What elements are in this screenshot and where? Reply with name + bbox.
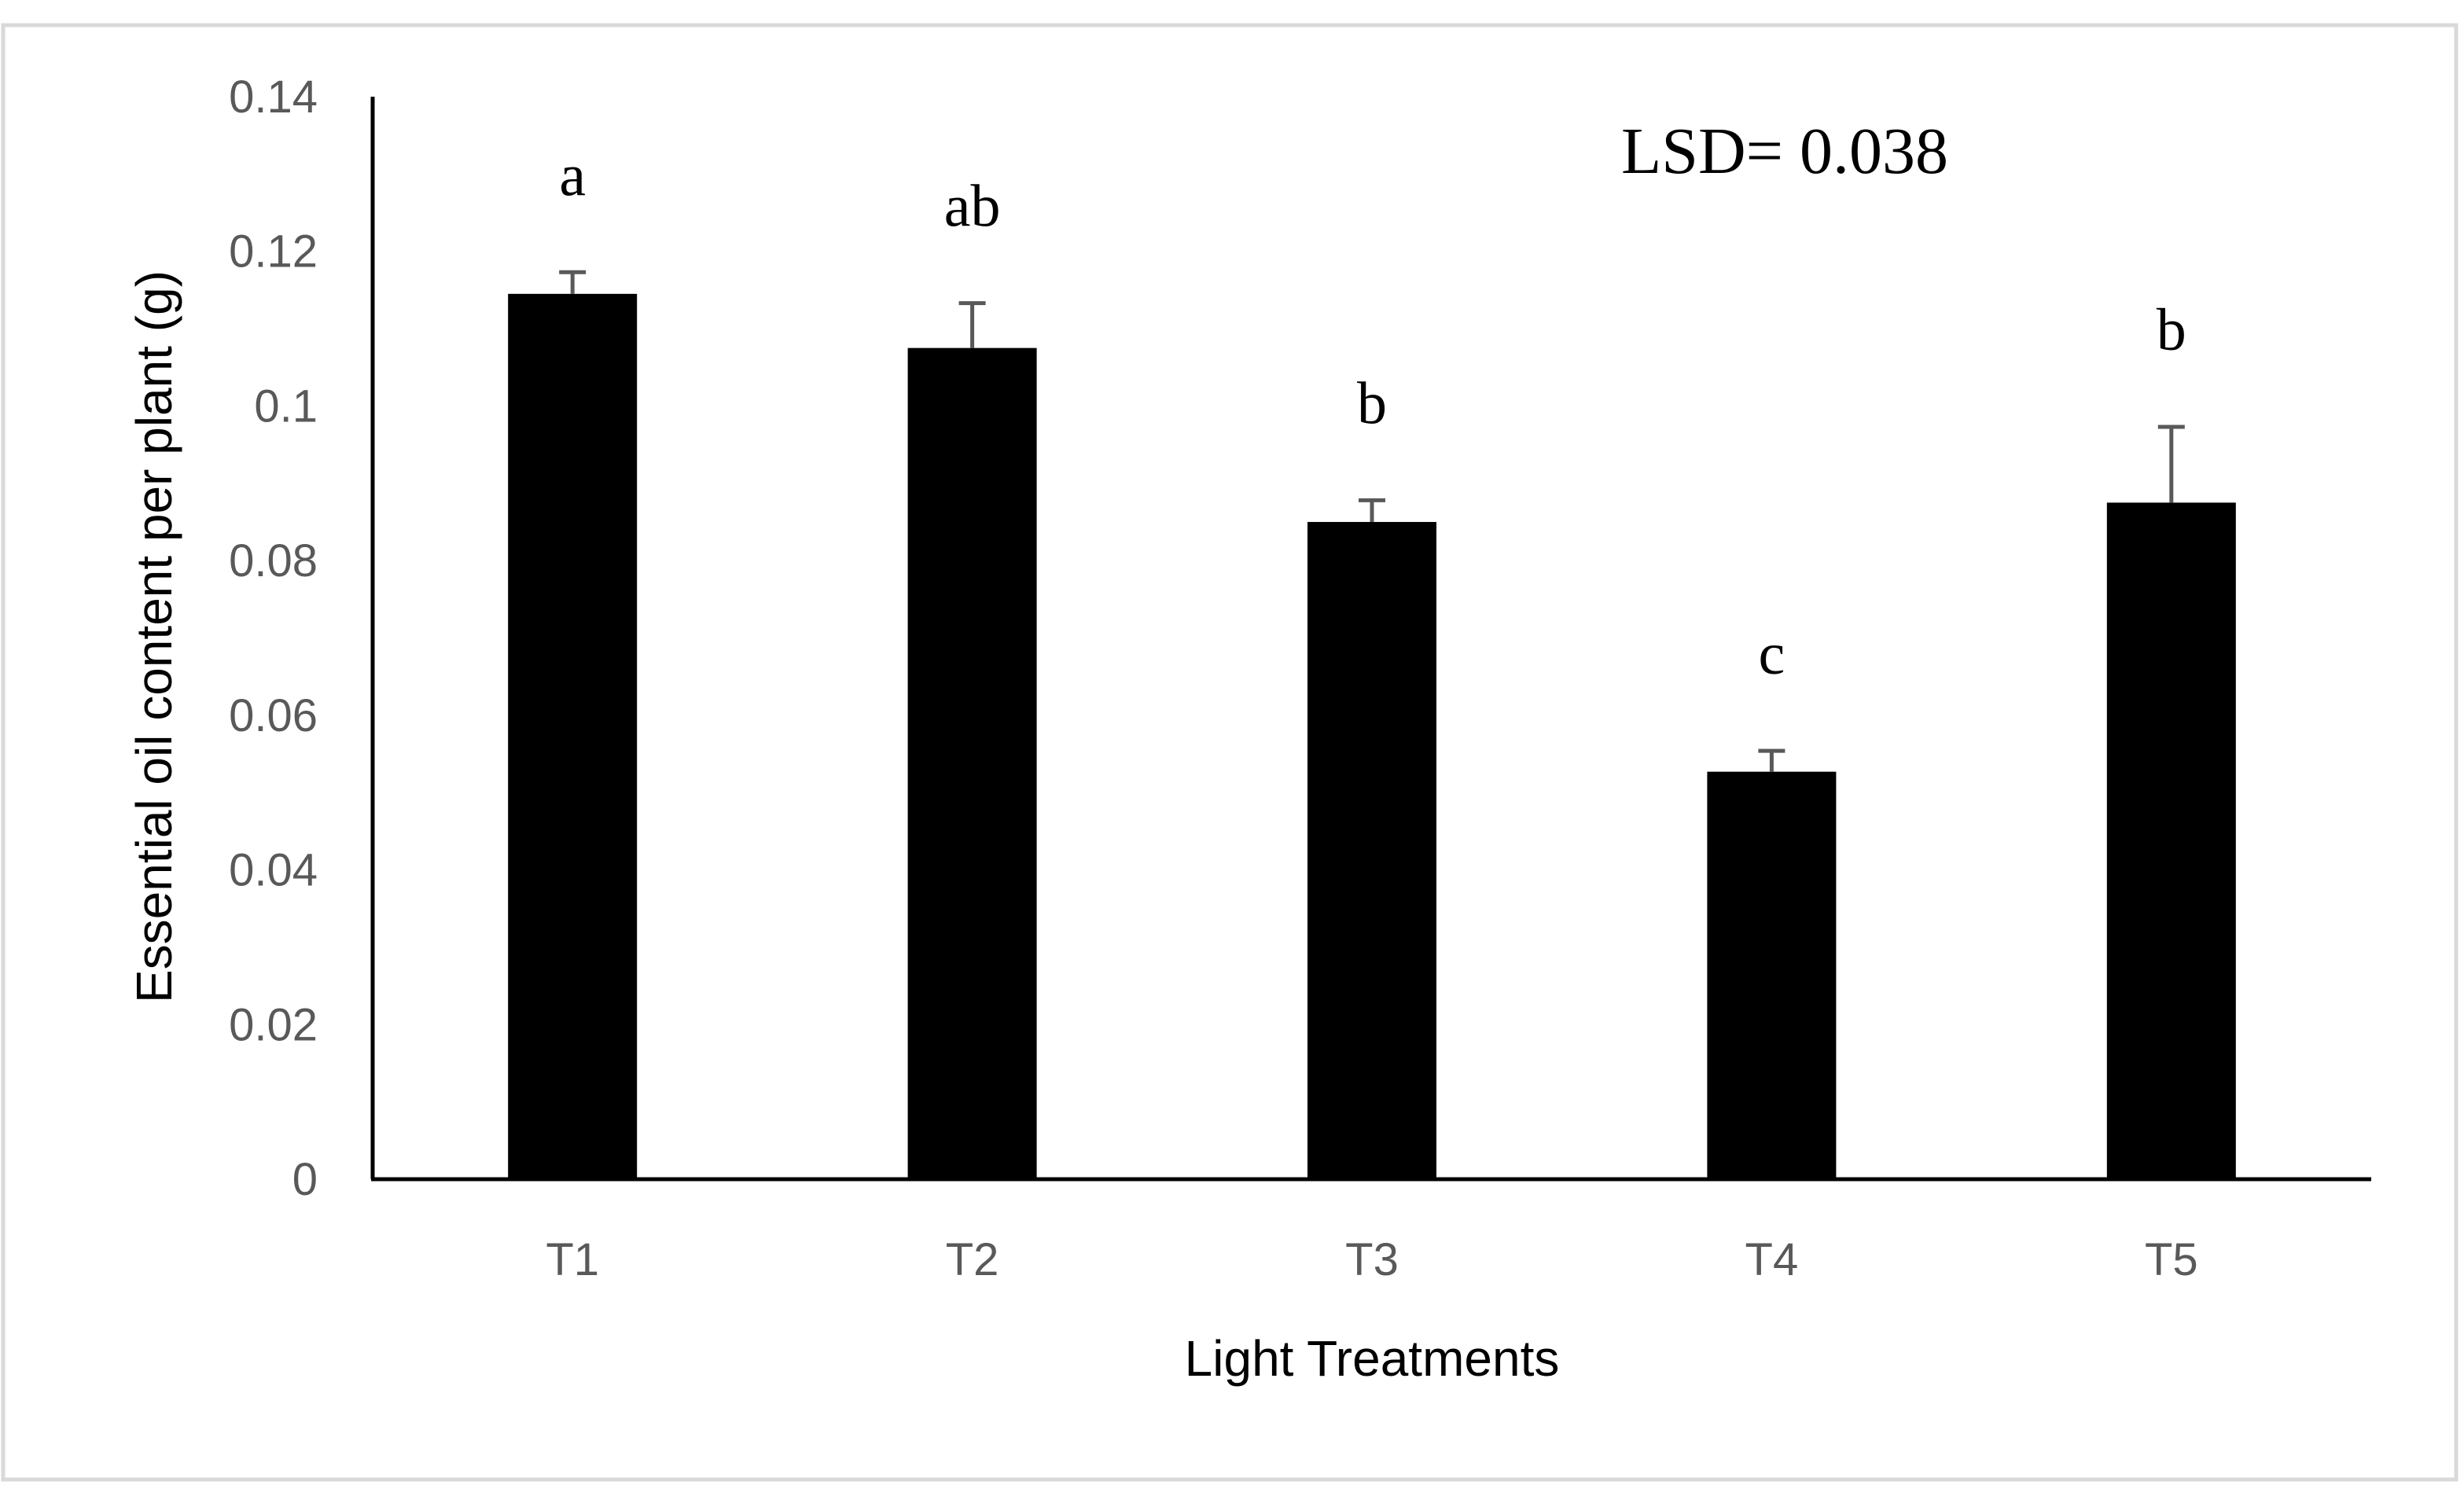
x-tick-label-t1: T1 (546, 1234, 599, 1285)
x-tick-label-t2: T2 (946, 1234, 999, 1285)
bar-t3 (1307, 521, 1436, 1179)
y-tick-label: 0.08 (229, 535, 318, 586)
error-bar-series (559, 270, 2185, 772)
y-axis-title: Essential oil content per plant (g) (126, 270, 182, 1003)
y-tick-label: 0.14 (229, 72, 318, 123)
significance-letter-t5: b (2157, 297, 2186, 363)
x-axis-ticks: T1 T2 T3 T4 T5 (546, 1234, 2197, 1285)
y-tick-label: 0.1 (254, 380, 318, 432)
bar-series (508, 293, 2236, 1180)
y-tick-label: 0.02 (229, 999, 318, 1050)
significance-letters: a ab b c b (559, 142, 2186, 687)
significance-letter-t4: c (1759, 621, 1785, 687)
y-tick-label: 0.04 (229, 845, 318, 896)
x-axis-title: Light Treatments (1185, 1330, 1560, 1387)
x-tick-label-t3: T3 (1345, 1234, 1399, 1285)
bar-t1 (508, 293, 638, 1180)
y-axis-ticks: 0 0.02 0.04 0.06 0.08 0.1 0.12 0.14 (229, 72, 318, 1205)
y-tick-label: 0.12 (229, 226, 318, 278)
bar-t5 (2106, 502, 2236, 1179)
y-tick-label: 0.06 (229, 690, 318, 741)
y-tick-label: 0 (292, 1154, 318, 1205)
bar-t2 (907, 347, 1037, 1180)
significance-letter-t3: b (1357, 370, 1387, 436)
chart-border (1, 23, 2458, 1482)
lsd-annotation: LSD= 0.038 (1621, 115, 1948, 188)
bar-t4 (1707, 771, 1837, 1179)
significance-letter-t2: ab (944, 174, 1001, 240)
x-tick-label-t5: T5 (2145, 1234, 2198, 1285)
x-tick-label-t4: T4 (1745, 1234, 1799, 1285)
significance-letter-t1: a (559, 142, 586, 208)
